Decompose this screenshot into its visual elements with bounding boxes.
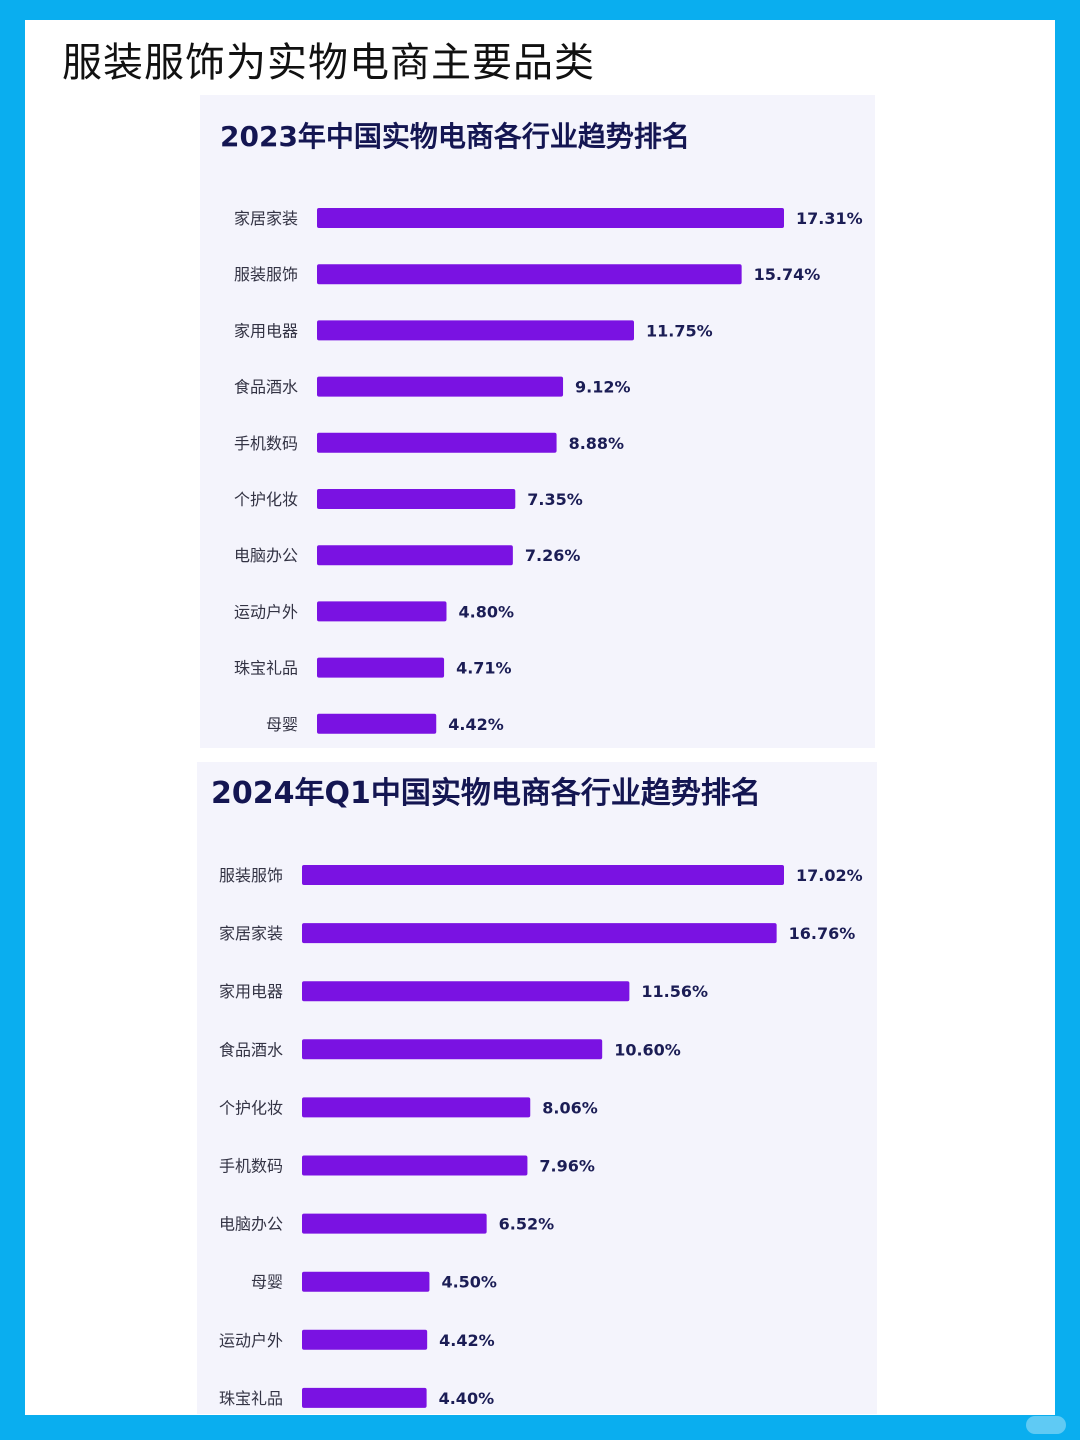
chart-2024q1-bar [302, 1155, 528, 1176]
chart-2024q1-value-label: 10.60% [614, 1040, 681, 1059]
chart-title-2024q1: 2024年Q1中国实物电商各行业趋势排名 [211, 776, 761, 811]
chart-2023-bar [317, 713, 437, 734]
chart-2023-bar [317, 376, 564, 397]
chart-2023-category-label: 运动户外 [234, 602, 298, 621]
chart-2023-category-label: 手机数码 [234, 434, 298, 453]
chart-2023-value-label: 11.75% [646, 321, 713, 340]
chart-2023-category-label: 服装服饰 [234, 265, 298, 284]
chart-2023-value-label: 4.80% [458, 602, 514, 621]
chart-2024q1-bar [302, 1213, 487, 1234]
chart-2024q1-bar [302, 865, 784, 885]
chart-2024q1-category-label: 母婴 [251, 1273, 283, 1292]
chart-2024q1-bar [302, 1387, 427, 1408]
chart-card-2023: 2023年中国实物电商各行业趋势排名 家居家装 17.31% 服装服饰 15.74% 家… [200, 95, 875, 748]
chart-2024q1-bar [302, 1329, 428, 1350]
chart-2024q1-category-label: 家居家装 [219, 924, 283, 943]
page-title: 服装服饰为实物电商主要品类 [62, 40, 595, 86]
chart-2023-category-label: 家用电器 [234, 321, 298, 340]
chart-2023-bar [317, 489, 516, 509]
chart-2023-bar [317, 264, 742, 285]
chart-2023-bar [317, 320, 634, 341]
chart-2024q1-bar [302, 923, 777, 944]
chart-2024q1-value-label: 4.50% [441, 1273, 497, 1292]
chart-2023-bar [317, 208, 784, 228]
chart-2023-bar [317, 657, 445, 678]
chart-2024q1-bar [302, 1271, 430, 1292]
chart-2023-value-label: 15.74% [754, 265, 821, 284]
chart-2023-value-label: 4.42% [448, 715, 504, 734]
chart-2024q1-bar [302, 1097, 531, 1118]
chart-2024q1-value-label: 17.02% [796, 866, 863, 885]
chart-2023-bar [317, 601, 447, 622]
chart-2024q1-value-label: 4.42% [439, 1331, 495, 1350]
bar-chart-2024q1: 服装服饰 17.02% 家居家装 16.76% 家用电器 11.56% 食品酒水 10.60%… [219, 865, 863, 1408]
chart-2024q1-category-label: 手机数码 [219, 1157, 283, 1176]
chart-2023-category-label: 个护化妆 [234, 490, 298, 509]
chart-2023-category-label: 母婴 [266, 715, 298, 734]
chart-2023-bar [317, 545, 513, 566]
watermark-badge [1026, 1416, 1066, 1434]
chart-2024q1-category-label: 食品酒水 [219, 1040, 283, 1059]
chart-2024q1-category-label: 个护化妆 [219, 1098, 283, 1117]
chart-2023-value-label: 9.12% [575, 378, 631, 397]
chart-2024q1-value-label: 6.52% [499, 1215, 555, 1234]
chart-2024q1-value-label: 11.56% [641, 982, 708, 1001]
chart-2023-category-label: 珠宝礼品 [234, 659, 298, 678]
chart-2024q1-bar [302, 981, 630, 1002]
chart-2023-category-label: 食品酒水 [234, 378, 298, 397]
chart-2024q1-category-label: 运动户外 [219, 1331, 283, 1350]
chart-2023-value-label: 7.35% [527, 490, 583, 509]
chart-2024q1-value-label: 8.06% [542, 1098, 598, 1117]
chart-2024q1-value-label: 4.40% [439, 1389, 495, 1408]
chart-2024q1-category-label: 珠宝礼品 [219, 1389, 283, 1408]
chart-2024q1-value-label: 7.96% [539, 1157, 595, 1176]
chart-2024q1-bar [302, 1039, 603, 1060]
chart-2024q1-category-label: 电脑办公 [219, 1215, 283, 1234]
chart-title-2023: 2023年中国实物电商各行业趋势排名 [220, 120, 690, 153]
chart-2023-value-label: 8.88% [569, 434, 625, 453]
chart-2023-category-label: 电脑办公 [234, 546, 298, 565]
bar-chart-2023: 家居家装 17.31% 服装服饰 15.74% 家用电器 11.75% 食品酒水 9.12% 手… [234, 208, 863, 734]
chart-2024q1-category-label: 服装服饰 [219, 866, 283, 885]
chart-card-2024q1: 2024年Q1中国实物电商各行业趋势排名 服装服饰 17.02% 家居家装 16.76… [197, 762, 877, 1414]
chart-2023-value-label: 4.71% [456, 659, 512, 678]
chart-2023-category-label: 家居家装 [234, 209, 298, 228]
chart-2023-value-label: 17.31% [796, 209, 863, 228]
chart-2024q1-value-label: 16.76% [789, 924, 856, 943]
chart-2024q1-category-label: 家用电器 [219, 982, 283, 1001]
chart-2023-bar [317, 432, 557, 453]
chart-2023-value-label: 7.26% [525, 546, 581, 565]
